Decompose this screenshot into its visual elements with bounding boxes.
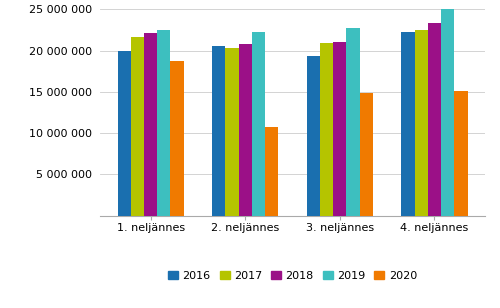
Bar [265, 127, 278, 216]
Bar [320, 43, 333, 216]
Bar [226, 48, 238, 216]
Bar [157, 30, 170, 216]
Bar [212, 47, 226, 216]
Bar [346, 28, 360, 216]
Bar [170, 61, 183, 216]
Bar [333, 42, 346, 216]
Bar [252, 31, 265, 216]
Bar [238, 44, 252, 216]
Bar [454, 91, 468, 216]
Bar [414, 30, 428, 216]
Bar [402, 32, 414, 216]
Legend: 2016, 2017, 2018, 2019, 2020: 2016, 2017, 2018, 2019, 2020 [164, 266, 422, 286]
Bar [144, 33, 157, 216]
Bar [130, 37, 144, 216]
Bar [428, 23, 441, 216]
Bar [360, 93, 373, 216]
Bar [441, 9, 454, 216]
Bar [306, 56, 320, 216]
Bar [118, 51, 130, 216]
